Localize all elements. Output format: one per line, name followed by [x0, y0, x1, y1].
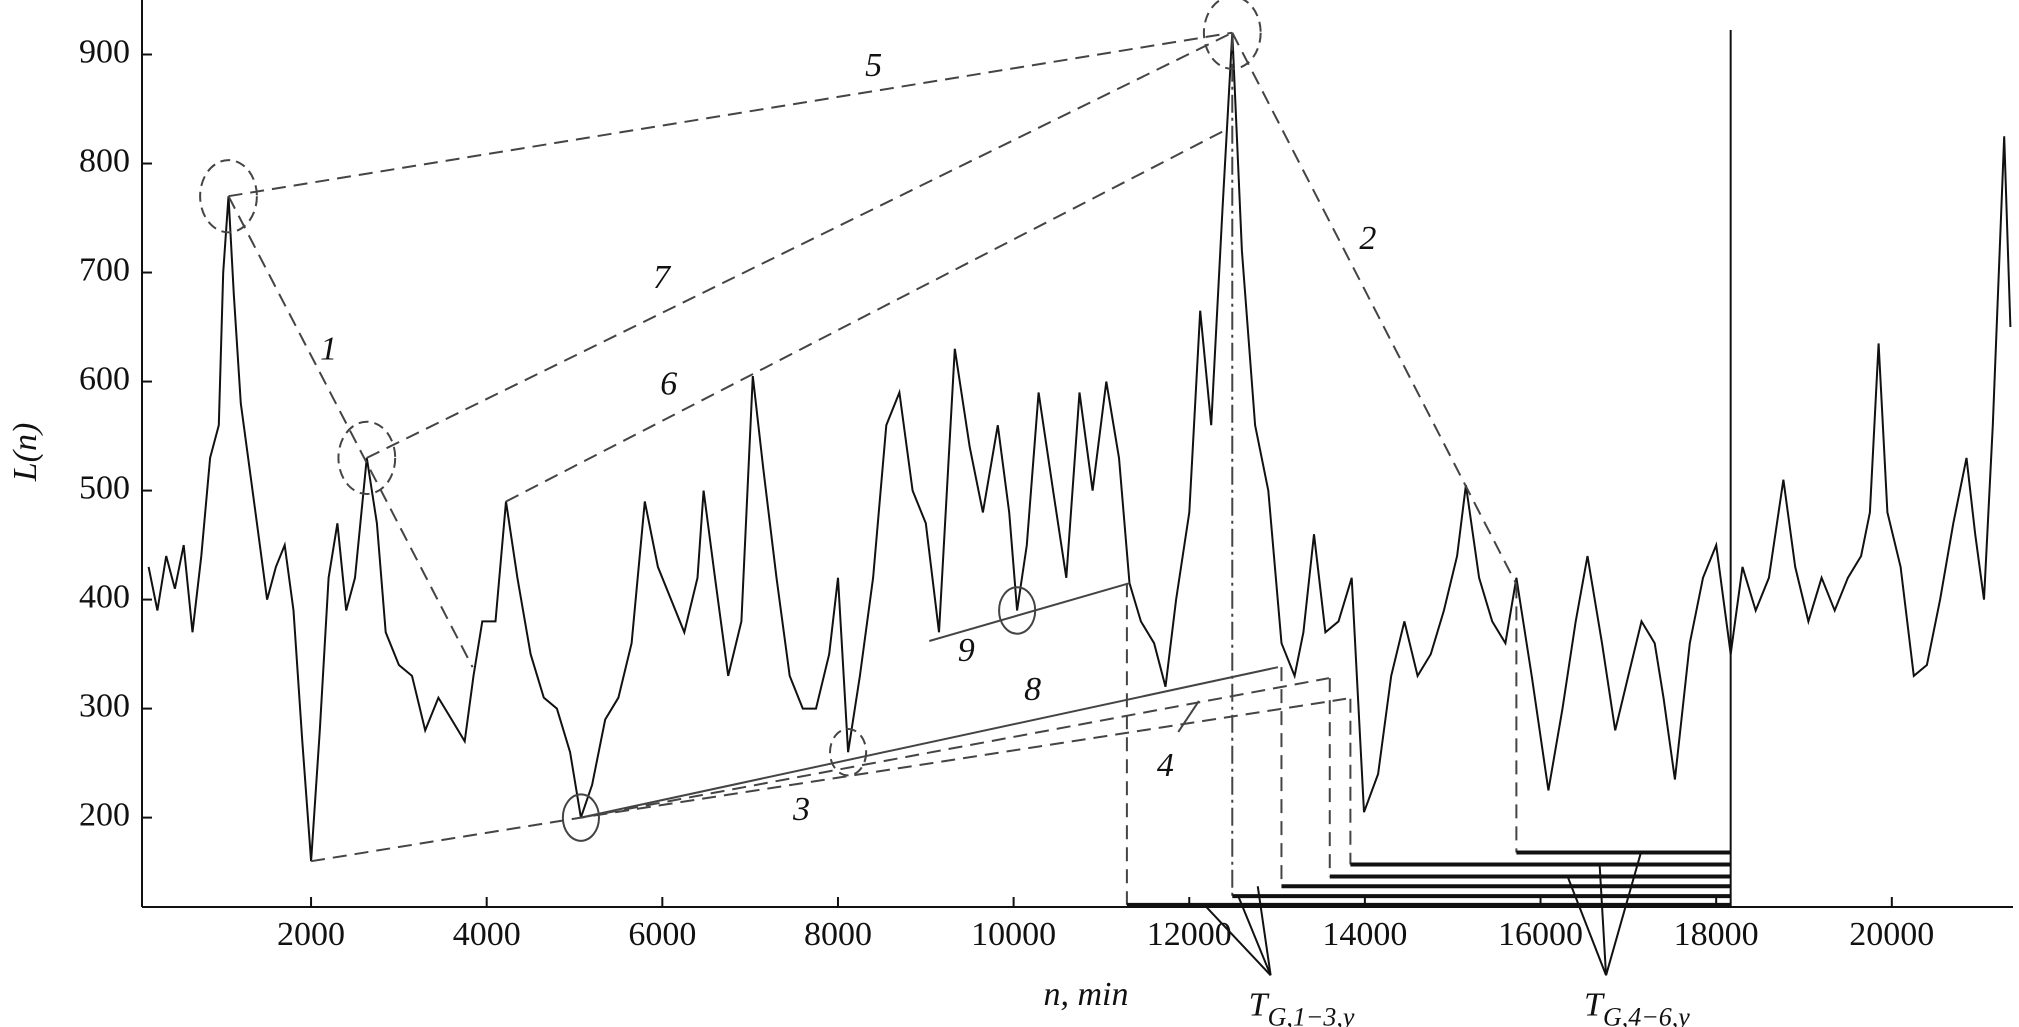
trend-label: 5: [865, 47, 882, 84]
trend-label: 2: [1359, 220, 1376, 257]
trend-label: 7: [653, 259, 672, 296]
group-label-sub: G,4−6,y: [1603, 1002, 1690, 1027]
highlight-circle: [561, 793, 600, 842]
y-tick-label: 500: [79, 469, 130, 506]
y-tick-label: 200: [79, 796, 130, 833]
trend-line: [366, 31, 1233, 459]
group-leader: [1605, 852, 1642, 976]
x-tick-label: 20000: [1849, 916, 1934, 953]
callout-label: 4: [1157, 747, 1174, 784]
y-tick-label: 900: [79, 33, 130, 70]
x-tick-label: 4000: [453, 916, 521, 953]
trend-line: [227, 195, 474, 668]
trend-label: 3: [792, 791, 810, 828]
group-leader: [1566, 875, 1607, 976]
x-tick-label: 10000: [971, 916, 1056, 953]
y-tick-label: 700: [79, 251, 130, 288]
highlight-circle: [1202, 0, 1262, 70]
group-label-sub: G,1−3,y: [1268, 1002, 1355, 1027]
x-axis-label: n, min: [1044, 976, 1129, 1013]
group-leader: [1205, 906, 1272, 976]
highlight-circle: [829, 727, 868, 777]
y-axis-label: L(n): [7, 423, 44, 483]
highlight-circle: [998, 586, 1037, 635]
trend-label: 6: [660, 365, 677, 402]
trend-line: [228, 31, 1233, 198]
trend-label: 9: [958, 632, 975, 669]
callout-leader: [1177, 700, 1200, 733]
y-tick-label: 400: [79, 578, 130, 615]
highlight-circle: [337, 420, 397, 495]
y-tick-label: 800: [79, 142, 130, 179]
trend-label: 8: [1024, 671, 1041, 708]
group-leader: [1237, 896, 1272, 976]
trend-line: [580, 677, 1330, 819]
x-tick-label: 6000: [628, 916, 696, 953]
group-label: TG,4−6,y: [1584, 986, 1690, 1027]
trend-line: [929, 582, 1130, 642]
x-tick-label: 14000: [1322, 916, 1407, 953]
x-tick-label: 2000: [277, 916, 345, 953]
data-line: [147, 32, 2012, 862]
x-tick-label: 8000: [804, 916, 872, 953]
y-tick-label: 600: [79, 360, 130, 397]
group-leader: [1256, 886, 1272, 976]
group-label-main: T: [1249, 986, 1270, 1023]
group-label: TG,1−3,y: [1249, 986, 1355, 1027]
x-tick-label: 18000: [1674, 916, 1759, 953]
y-tick-label: 300: [79, 687, 130, 724]
x-tick-label: 16000: [1498, 916, 1583, 953]
trend-line: [1231, 32, 1518, 585]
trend-line: [505, 128, 1227, 503]
group-leader: [1598, 864, 1608, 976]
trend-line: [580, 666, 1279, 819]
x-tick-label: 12000: [1147, 916, 1232, 953]
highlight-circle: [199, 159, 258, 234]
trend-label: 1: [320, 331, 337, 368]
group-label-main: T: [1584, 986, 1605, 1023]
